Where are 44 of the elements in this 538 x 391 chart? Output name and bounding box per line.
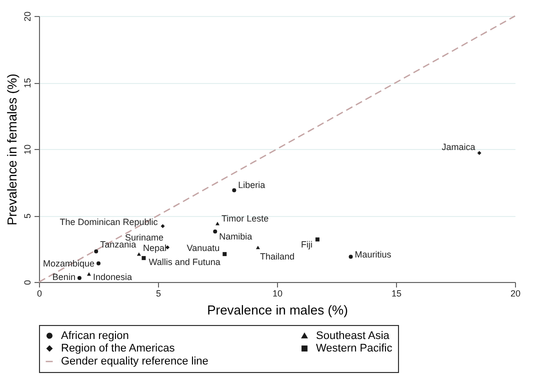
annotation: Liberia xyxy=(238,180,266,190)
legend-label: African region xyxy=(61,330,129,342)
point xyxy=(94,249,98,254)
legend-label: Region of the Americas xyxy=(61,342,176,354)
point xyxy=(315,237,320,242)
point xyxy=(77,276,82,280)
annotation: Indonesia xyxy=(92,272,132,282)
annotation: Nepal xyxy=(142,243,166,254)
point xyxy=(136,252,141,256)
point xyxy=(222,252,227,256)
y-tick-label: 20 xyxy=(22,11,32,22)
legend-label: Western Pacific xyxy=(316,342,393,354)
x-tick-label: 20 xyxy=(510,288,521,298)
annotation: Thailand xyxy=(260,251,294,262)
legend-label: Southeast Asia xyxy=(316,330,390,342)
point xyxy=(96,261,100,266)
point xyxy=(86,272,91,276)
point xyxy=(142,256,146,260)
x-tick-label: 10 xyxy=(272,288,283,298)
annotation: Mauritius xyxy=(354,250,392,260)
annotation: Namibia xyxy=(219,231,252,242)
y-axis-title: Prevalence in females (%) xyxy=(4,74,20,226)
x-tick-label: 0 xyxy=(36,288,42,298)
y-tick-label: 0 xyxy=(22,280,32,286)
annotation: Jamaica xyxy=(442,142,476,152)
annotation: The Dominican Republic xyxy=(60,217,158,228)
x-tick-label: 15 xyxy=(391,288,402,298)
point xyxy=(232,188,236,192)
point xyxy=(477,150,482,155)
point xyxy=(348,254,353,259)
y-tick-label: 10 xyxy=(22,144,32,155)
annotation: Vanuatu xyxy=(186,243,220,254)
y-tick-label: 5 xyxy=(22,213,32,219)
annotation: Benin xyxy=(52,272,76,282)
annotation: Timor Leste xyxy=(222,213,269,224)
x-tick-label: 5 xyxy=(156,288,162,298)
point xyxy=(213,229,218,234)
point xyxy=(160,224,165,228)
y-tick-label: 15 xyxy=(22,78,32,88)
legend-label: Gender equality reference line xyxy=(61,356,208,368)
annotation: Fiji xyxy=(300,239,312,250)
annotation: Wallis and Futuna xyxy=(148,257,220,268)
x-axis-title: Prevalence in males (%) xyxy=(207,302,348,318)
annotation: Mozambique xyxy=(42,258,94,268)
